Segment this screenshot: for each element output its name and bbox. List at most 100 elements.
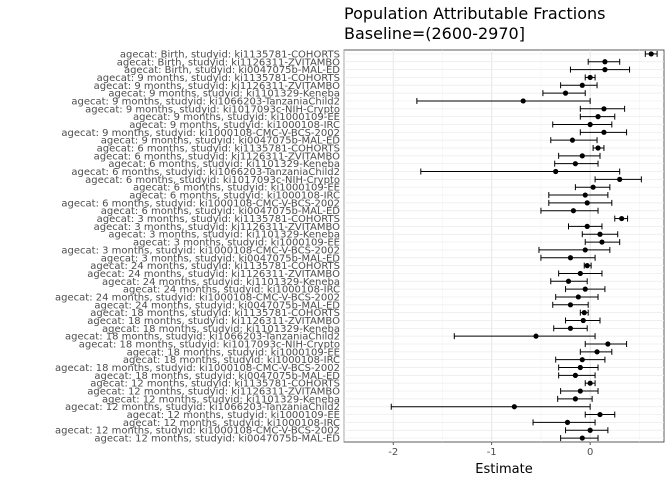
row-label: agecat: 9 months, studyid: ki1000108-IRC	[129, 120, 340, 131]
row-label: agecat: 24 months, studyid: ki0047075b-M…	[94, 300, 340, 311]
row-label: agecat: 3 months, studyid: ki1101329-Ken…	[108, 230, 340, 241]
data-row: agecat: 9 months, studyid: ki1017093c-NI…	[85, 104, 626, 115]
estimate-point	[581, 310, 587, 316]
x-tick-label: -1	[487, 447, 497, 458]
data-row: agecat: 18 months, studyid: ki1000109-EE	[127, 347, 613, 358]
row-label: agecat: 12 months, studyid: ki1135781-CO…	[90, 379, 340, 390]
row-label: agecat: 18 months, studyid: ki1000108-IR…	[123, 355, 340, 366]
row-label: agecat: 12 months, studyid: ki1126311-ZV…	[87, 387, 340, 398]
estimate-point	[572, 161, 578, 167]
data-row: agecat: 12 months, studyid: ki1066203-Ta…	[65, 402, 591, 413]
row-label: agecat: 3 months, studyid: ki1000108-CMC…	[61, 245, 340, 256]
chart-subtitle: Baseline=(2600-2970]	[344, 24, 525, 43]
x-axis-title: Estimate	[475, 462, 532, 477]
data-row: agecat: 6 months, studyid: ki1101329-Ken…	[108, 159, 599, 170]
estimate-point	[579, 82, 585, 88]
row-label: agecat: 9 months, studyid: ki1017093c-NI…	[85, 104, 340, 115]
x-axis: -2 -1 0	[388, 442, 593, 458]
data-row: agecat: 18 months, studyid: ki1135781-CO…	[90, 308, 589, 319]
data-row: agecat: Birth, studyid: ki0047075b-MAL-E…	[124, 65, 631, 76]
data-row: agecat: 18 months, studyid: ki1017093c-N…	[79, 340, 628, 351]
row-label: agecat: 18 months, studyid: ki1017093c-N…	[79, 340, 340, 351]
data-row: agecat: 6 months, studyid: ki1000108-CMC…	[61, 198, 613, 209]
row-label: agecat: 18 months, studyid: ki0047075b-M…	[94, 371, 340, 382]
row-label: agecat: 6 months, studyid: ki1000109-EE	[133, 183, 340, 194]
data-row: agecat: 12 months, studyid: ki1126311-ZV…	[87, 387, 599, 398]
estimate-point	[564, 419, 571, 425]
row-label: agecat: 6 months, studyid: ki1017093c-NI…	[85, 175, 340, 186]
data-row: agecat: Birth, studyid: ki1135781-COHORT…	[120, 49, 658, 60]
data-row: agecat: 18 months, studyid: ki1000108-CM…	[55, 363, 599, 374]
row-label: agecat: 18 months, studyid: ki1126311-ZV…	[87, 316, 340, 327]
data-row: agecat: 12 months, studyid: ki1101329-Ke…	[102, 394, 593, 405]
row-label: agecat: 24 months, studyid: ki1101329-Ke…	[102, 277, 340, 288]
estimate-point	[562, 90, 569, 96]
row-label: agecat: 12 months, studyid: ki1000108-CM…	[55, 426, 340, 437]
data-row: agecat: 24 months, studyid: ki1000108-IR…	[123, 285, 606, 296]
row-label: agecat: 18 months, studyid: ki1101329-Ke…	[102, 324, 340, 335]
row-label: agecat: 3 months, studyid: ki1126311-ZVI…	[94, 222, 341, 233]
data-row: agecat: 3 months, studyid: ki1101329-Ken…	[108, 230, 619, 241]
estimate-point	[590, 184, 596, 190]
data-row: agecat: 9 months, studyid: ki1066203-Tan…	[71, 96, 591, 107]
data-row: agecat: 9 months, studyid: ki1000108-IRC	[129, 120, 613, 131]
data-rows: agecat: Birth, studyid: ki1135781-COHORT…	[55, 49, 658, 445]
row-label: agecat: 24 months, studyid: ki1126311-ZV…	[87, 269, 340, 280]
estimate-point	[579, 153, 585, 159]
estimate-point	[575, 294, 581, 300]
data-row: agecat: 18 months, studyid: ki1000108-IR…	[123, 355, 606, 366]
data-row: agecat: 24 months, studyid: ki0047075b-M…	[94, 300, 589, 311]
row-label: agecat: Birth, studyid: ki1135781-COHORT…	[120, 49, 340, 60]
estimate-point	[605, 341, 611, 347]
row-label: agecat: 18 months, studyid: ki1066203-Ta…	[65, 332, 340, 343]
estimate-point	[565, 278, 572, 284]
data-row: agecat: 12 months, studyid: ki0047075b-M…	[94, 434, 599, 445]
row-label: agecat: 6 months, studyid: ki1126311-ZVI…	[94, 151, 341, 162]
row-label: agecat: 6 months, studyid: ki1000108-CMC…	[61, 198, 340, 209]
estimate-point	[570, 208, 577, 214]
x-tick-label: 0	[587, 447, 593, 458]
row-label: agecat: 3 months, studyid: ki1000109-EE	[133, 238, 340, 249]
row-label: agecat: 9 months, studyid: ki1066203-Tan…	[71, 96, 340, 107]
estimate-point	[553, 168, 559, 175]
estimate-point	[601, 129, 607, 135]
estimate-point	[567, 255, 574, 261]
data-row: agecat: 3 months, studyid: ki1126311-ZVI…	[94, 222, 603, 233]
estimate-point	[533, 333, 539, 339]
estimate-point	[594, 349, 600, 355]
estimate-point	[577, 364, 583, 371]
estimate-point	[572, 396, 578, 402]
data-row: agecat: 18 months, studyid: ki0047075b-M…	[94, 371, 596, 382]
row-label: agecat: 9 months, studyid: ki0047075b-MA…	[101, 136, 341, 147]
data-row: agecat: 3 months, studyid: ki1135781-COH…	[97, 214, 629, 225]
row-label: agecat: 3 months, studyid: ki0047075b-MA…	[101, 253, 341, 264]
data-row: agecat: 6 months, studyid: ki1000109-EE	[133, 183, 611, 194]
x-tick-label: -2	[388, 447, 398, 458]
estimate-point	[577, 388, 583, 394]
row-label: agecat: 6 months, studyid: ki1101329-Ken…	[108, 159, 340, 170]
estimate-point	[511, 404, 517, 410]
estimate-point	[580, 317, 586, 324]
row-label: agecat: 24 months, studyid: ki1135781-CO…	[90, 261, 340, 272]
estimate-point	[577, 270, 583, 277]
estimate-point	[587, 380, 593, 386]
row-label: agecat: 18 months, studyid: ki1000108-CM…	[55, 363, 340, 374]
data-row: agecat: Birth, studyid: ki1126311-ZVITAM…	[117, 57, 621, 68]
estimate-point	[601, 106, 607, 112]
data-row: agecat: 18 months, studyid: ki1126311-ZV…	[87, 316, 601, 327]
data-row: agecat: 3 months, studyid: ki1000108-CMC…	[61, 245, 611, 256]
row-label: agecat: 12 months, studyid: ki1101329-Ke…	[102, 394, 340, 405]
estimate-point	[572, 372, 578, 378]
data-row: agecat: 3 months, studyid: ki0047075b-MA…	[101, 253, 596, 264]
estimate-point	[602, 67, 608, 73]
row-label: agecat: 18 months, studyid: ki1135781-CO…	[90, 308, 340, 319]
data-row: agecat: 6 months, studyid: ki1017093c-NI…	[85, 175, 642, 186]
estimate-point	[597, 231, 603, 237]
row-label: agecat: Birth, studyid: ki1126311-ZVITAM…	[117, 57, 340, 68]
estimate-point	[599, 239, 605, 245]
row-label: agecat: 12 months, studyid: ki0047075b-M…	[94, 434, 340, 445]
data-row: agecat: 9 months, studyid: ki1101329-Ken…	[108, 89, 586, 100]
row-label: agecat: 6 months, studyid: ki1135781-COH…	[97, 144, 340, 155]
estimate-point	[579, 357, 585, 363]
row-label: agecat: 24 months, studyid: ki1000108-IR…	[123, 285, 340, 296]
